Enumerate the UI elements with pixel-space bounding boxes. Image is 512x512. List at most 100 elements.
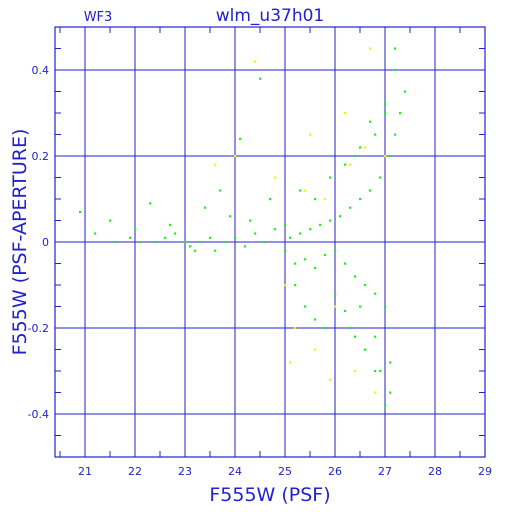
data-point xyxy=(174,232,177,235)
data-point xyxy=(349,327,352,330)
data-point xyxy=(334,249,337,252)
data-point xyxy=(289,361,292,364)
x-tick-labels: 21 22 23 24 25 26 27 28 29 xyxy=(78,465,492,478)
data-point xyxy=(389,155,392,158)
data-point xyxy=(354,155,357,158)
data-point xyxy=(384,155,387,158)
data-point xyxy=(324,253,327,257)
data-point xyxy=(209,236,212,239)
data-point xyxy=(149,202,152,205)
data-point xyxy=(374,391,377,394)
data-point xyxy=(219,189,222,192)
data-point xyxy=(274,228,277,231)
data-point xyxy=(284,284,287,287)
y-tick-label: 0 xyxy=(42,236,49,249)
data-point xyxy=(389,391,392,394)
data-point xyxy=(379,370,382,373)
data-point xyxy=(364,146,367,149)
minor-ticks xyxy=(55,26,486,458)
data-point xyxy=(79,210,82,214)
data-point xyxy=(374,133,377,136)
y-tick-label: -0.2 xyxy=(28,322,49,335)
data-point xyxy=(314,266,317,269)
data-point xyxy=(364,284,367,287)
data-point xyxy=(294,262,297,265)
data-point xyxy=(344,112,347,115)
data-point xyxy=(329,176,332,179)
data-point xyxy=(284,223,287,226)
data-point xyxy=(384,112,387,115)
data-point xyxy=(254,60,257,63)
data-point xyxy=(324,327,327,330)
data-point xyxy=(274,176,277,179)
data-point xyxy=(304,305,307,308)
data-point xyxy=(324,198,327,201)
data-point xyxy=(269,198,272,201)
data-point xyxy=(199,241,202,244)
data-point xyxy=(329,378,332,381)
data-point xyxy=(184,241,187,244)
data-point xyxy=(314,348,317,351)
x-tick-label: 26 xyxy=(328,465,342,478)
data-point xyxy=(214,249,217,252)
corner-label: WF3 xyxy=(84,10,113,25)
data-point xyxy=(309,228,312,231)
data-point xyxy=(94,232,97,235)
y-tick-label: -0.4 xyxy=(28,408,49,421)
data-point xyxy=(314,198,317,201)
data-point xyxy=(134,228,137,231)
data-point xyxy=(319,223,322,226)
data-point xyxy=(349,206,352,209)
grid-lines xyxy=(55,27,485,457)
data-point xyxy=(334,292,337,295)
data-point xyxy=(374,292,377,295)
data-point xyxy=(354,335,357,338)
data-point xyxy=(299,189,302,192)
data-point xyxy=(249,219,252,222)
x-tick-label: 27 xyxy=(378,465,392,478)
data-point xyxy=(349,163,352,166)
data-point xyxy=(204,206,207,209)
data-point xyxy=(369,120,372,123)
data-point xyxy=(304,258,307,261)
data-point xyxy=(304,189,307,192)
data-point xyxy=(194,249,197,252)
x-tick-label: 25 xyxy=(278,465,292,478)
data-point xyxy=(154,241,157,244)
data-point xyxy=(334,305,337,308)
data-point xyxy=(369,189,372,192)
data-point xyxy=(384,404,387,407)
data-point xyxy=(114,241,117,244)
x-tick-label: 28 xyxy=(428,465,442,478)
data-point xyxy=(294,327,297,330)
data-point xyxy=(364,348,367,351)
data-point xyxy=(329,219,332,222)
y-tick-label: 0.2 xyxy=(32,150,50,163)
data-point xyxy=(354,370,357,373)
data-point xyxy=(339,215,342,218)
data-point xyxy=(139,241,142,244)
data-point xyxy=(254,232,257,235)
data-point xyxy=(374,335,377,338)
data-point xyxy=(289,236,292,239)
data-point xyxy=(359,305,362,308)
data-point xyxy=(214,163,217,166)
data-point xyxy=(259,77,262,80)
data-point xyxy=(379,176,382,179)
x-tick-label: 23 xyxy=(178,465,192,478)
data-point xyxy=(129,236,132,239)
data-point xyxy=(344,262,347,265)
data-point xyxy=(169,223,172,226)
data-point xyxy=(344,309,347,312)
data-point xyxy=(229,215,232,218)
data-point xyxy=(354,275,357,278)
data-point xyxy=(299,232,302,235)
data-point xyxy=(224,241,227,244)
data-point xyxy=(264,241,267,244)
data-point xyxy=(394,133,397,136)
data-point xyxy=(294,284,297,287)
data-point xyxy=(399,112,402,115)
data-point xyxy=(359,146,362,149)
data-point xyxy=(189,245,192,248)
